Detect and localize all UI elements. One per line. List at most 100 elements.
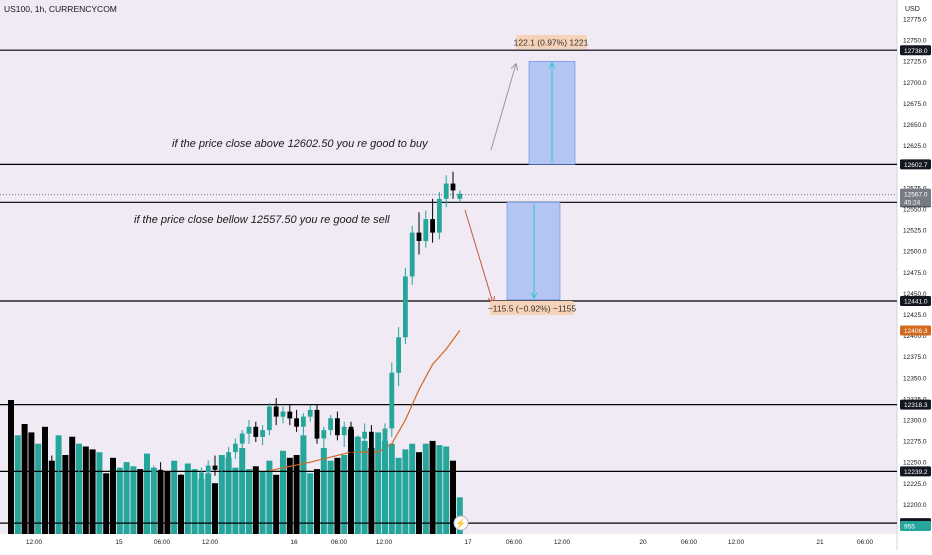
candle-body [450, 183, 456, 191]
candle [307, 404, 313, 422]
price-tags: 12738.012602.712557.912441.012318.312239… [900, 45, 931, 531]
short-position-callout[interactable]: −115.5 (−0.92%) −1155 [488, 301, 577, 315]
time-tick-label: 12:00 [376, 539, 393, 546]
candle [437, 192, 442, 240]
candle [137, 475, 143, 495]
plot-area[interactable] [0, 0, 897, 534]
volume-bar [273, 474, 280, 534]
long-position-callout[interactable]: 122.1 (0.97%) 1221 [514, 35, 589, 49]
candle-body [192, 480, 197, 488]
candle [178, 474, 184, 500]
volume-bar [191, 469, 198, 534]
volume-bar [198, 479, 205, 534]
candle-body [8, 449, 14, 453]
ma-price-tag: 12406.3 [904, 328, 928, 335]
volume-bar [280, 450, 286, 534]
candle [253, 421, 259, 442]
candle [90, 474, 95, 498]
candle-body [35, 455, 41, 463]
candle [212, 455, 218, 476]
candle [35, 452, 41, 471]
candle-body [178, 480, 184, 495]
candle [117, 490, 123, 510]
candle [382, 423, 388, 471]
time-tick-label: 15 [115, 539, 123, 546]
volume-bar [409, 443, 416, 534]
price-tick-label: 12375.0 [903, 354, 927, 361]
time-tick-label: 06:00 [331, 539, 348, 546]
candle [63, 457, 68, 478]
candle [280, 406, 286, 424]
volume-bar [388, 443, 395, 534]
symbol-title[interactable]: US100, 1h, CURRENCYCOM [4, 4, 117, 14]
candle-body [382, 428, 388, 458]
candle [273, 398, 279, 426]
candle-body [280, 411, 286, 417]
candle [423, 210, 429, 248]
candle [362, 423, 367, 447]
price-tick-label: 12475.0 [903, 270, 927, 277]
candle-body [287, 411, 293, 419]
candle-body [294, 418, 299, 427]
candle [341, 421, 347, 447]
ma-price-tag-bg [900, 325, 931, 336]
level-price-tag: 12441.0 [904, 299, 928, 306]
volume-bar [436, 445, 443, 534]
candle [335, 411, 340, 441]
candle-body [321, 430, 327, 439]
candle-body [457, 193, 463, 199]
volume-bar [232, 467, 239, 534]
buy-note[interactable]: if the price close above 12602.50 you re… [172, 138, 429, 150]
candle-body [76, 475, 82, 484]
candle-body [212, 465, 218, 470]
candle [409, 225, 415, 285]
candle-body [396, 337, 401, 373]
position-tools[interactable] [506, 60, 576, 301]
candle-body [389, 372, 395, 429]
candle-body [273, 406, 279, 417]
candle-body [355, 438, 361, 453]
countdown-tag: 45:24 [904, 200, 921, 207]
candle [103, 477, 109, 498]
candle-body [83, 475, 89, 481]
replay-button[interactable]: ⚡ [453, 515, 469, 531]
candle [56, 460, 61, 481]
candle-body [171, 480, 177, 487]
volume-bar [259, 471, 266, 534]
volume-bar [252, 466, 259, 534]
candle [22, 438, 27, 458]
volume-bar [205, 473, 212, 534]
time-tick-label: 12:00 [554, 539, 571, 546]
time-axis[interactable] [0, 534, 897, 550]
sell-note[interactable]: if the price close bellow 12557.50 you r… [134, 214, 390, 226]
candle [76, 470, 82, 495]
candle [430, 198, 435, 243]
candle-body [124, 490, 129, 496]
level-price-tag-bg [900, 399, 931, 410]
time-tick-label: 06:00 [681, 539, 698, 546]
volume-tag: 955 [904, 524, 915, 531]
candle-body [137, 482, 143, 490]
volume-bar [150, 467, 157, 534]
price-axis[interactable] [897, 0, 932, 534]
candle [321, 426, 327, 449]
candle [158, 462, 163, 483]
candle-body [42, 455, 48, 464]
volume-bar [239, 448, 246, 534]
candle-body [307, 409, 313, 417]
volume-bar [348, 429, 354, 534]
price-tick-label: 12750.0 [903, 38, 927, 45]
candle [389, 362, 395, 437]
candle [15, 441, 21, 463]
volume-bar [314, 469, 320, 534]
candle-body [369, 431, 374, 464]
candle-body [97, 485, 102, 493]
volume-bar [429, 440, 436, 534]
price-tick-label: 12675.0 [903, 101, 927, 108]
price-tick-label: 12350.0 [903, 375, 927, 382]
candle-body [328, 418, 333, 431]
level-price-tag: 12239.2 [904, 469, 928, 476]
candle-body [15, 447, 21, 453]
